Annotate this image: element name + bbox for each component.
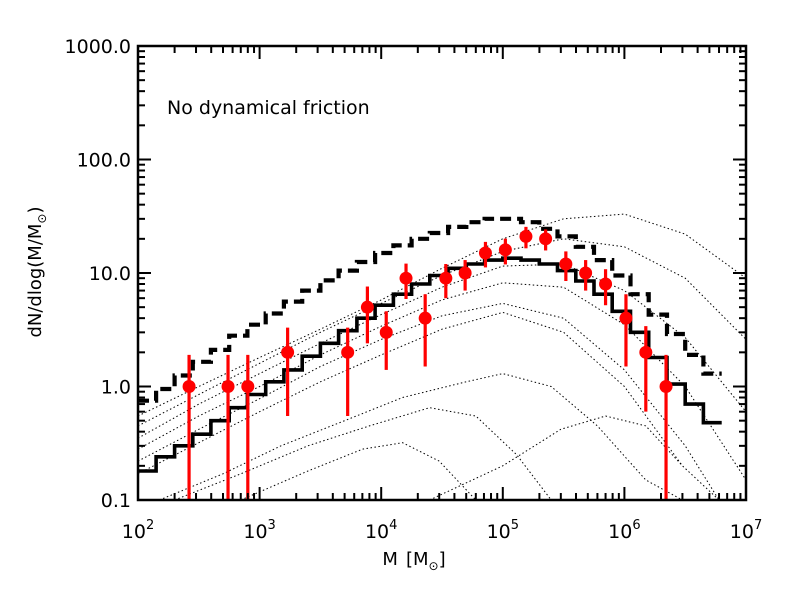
data-point	[539, 232, 553, 246]
data-point	[399, 271, 413, 285]
y-axis-title-main: dN/dlog(M/M	[25, 224, 46, 338]
data-point	[341, 345, 355, 359]
data-point	[379, 325, 393, 339]
data-point	[639, 345, 653, 359]
component-dotted-curve	[240, 442, 477, 501]
x-tick-label: 105	[487, 518, 519, 543]
data-point	[599, 277, 613, 291]
model-curves	[137, 213, 747, 501]
x-tick-label: 107	[730, 518, 762, 543]
x-tick-exponent: 6	[632, 518, 640, 533]
x-tick-label: 103	[243, 518, 275, 543]
x-axis-title-close: ]	[439, 549, 446, 570]
y-tick-labels: 0.1 1.0 10.0 100.0 1000.0	[65, 36, 131, 512]
y-axis-title-close: )	[25, 206, 46, 213]
x-tick-base: 10	[122, 521, 146, 543]
x-tick-exponent: 5	[511, 518, 519, 533]
x-tick-exponent: 2	[146, 518, 154, 533]
x-tick-base: 10	[365, 521, 389, 543]
x-axis-title-open: [M	[406, 549, 429, 570]
axis-ticks	[138, 46, 746, 500]
x-tick-base: 10	[487, 521, 511, 543]
data-point	[221, 380, 235, 393]
component-dotted-curve	[137, 213, 747, 417]
data-point	[281, 345, 295, 359]
component-dotted-curve	[137, 302, 720, 501]
x-tick-exponent: 3	[268, 518, 276, 533]
data-point	[241, 380, 255, 393]
data-point	[619, 311, 633, 325]
y-tick-label: 1000.0	[65, 36, 131, 58]
x-axis-title-main: M	[382, 549, 398, 570]
data-point	[360, 300, 374, 314]
data-point	[418, 311, 432, 325]
y-tick-label: 10.0	[89, 263, 131, 285]
x-axis-title: M [M⊙]	[382, 549, 445, 573]
x-tick-exponent: 4	[389, 518, 397, 533]
annotation-text: No dynamical friction	[167, 97, 370, 119]
x-tick-label: 102	[122, 518, 154, 543]
x-tick-base: 10	[730, 521, 754, 543]
x-tick-base: 10	[608, 521, 632, 543]
component-dotted-curve	[137, 311, 683, 475]
y-tick-label: 1.0	[101, 377, 131, 399]
component-dotted-curve	[429, 415, 720, 501]
total-model-step-line	[138, 256, 722, 473]
x-axis-title-sub: ⊙	[429, 559, 439, 573]
y-axis-title: dN/dlog(M/M⊙)	[25, 206, 49, 337]
y-tick-label: 100.0	[77, 150, 131, 172]
component-dotted-curve	[159, 373, 683, 501]
data-point	[182, 380, 196, 393]
data-point	[498, 243, 512, 257]
x-tick-label: 106	[608, 518, 640, 543]
component-dotted-curve	[174, 407, 552, 501]
data-point	[439, 271, 453, 285]
data-point	[519, 229, 533, 243]
data-point	[559, 257, 573, 271]
data-point	[659, 380, 673, 393]
data-points	[182, 226, 673, 500]
data-point	[579, 266, 593, 280]
x-tick-labels: 102 103 104 105 106 107	[122, 518, 762, 543]
x-tick-base: 10	[243, 521, 267, 543]
x-tick-label: 104	[365, 518, 397, 543]
y-axis-title-sub: ⊙	[35, 214, 49, 224]
y-tick-label: 0.1	[101, 490, 131, 512]
data-point	[458, 266, 472, 280]
data-point	[478, 246, 492, 260]
x-tick-exponent: 7	[754, 518, 762, 533]
component-dotted-curve	[137, 263, 747, 439]
dashed-model-step-line	[138, 216, 722, 403]
